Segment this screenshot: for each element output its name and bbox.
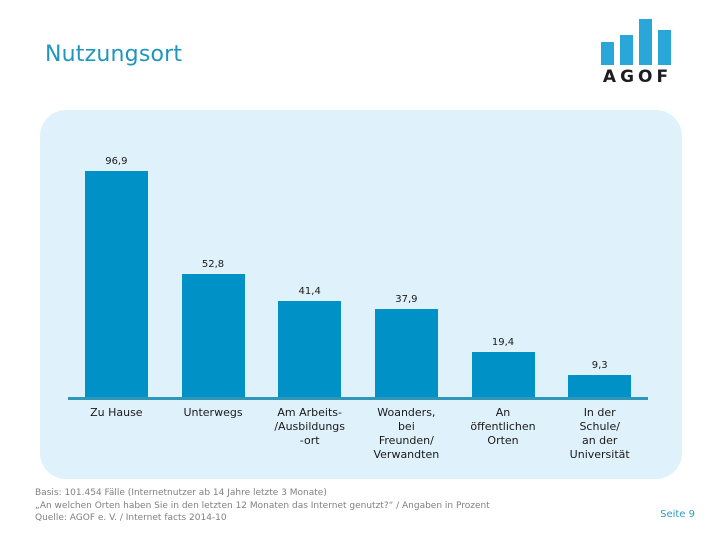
logo-bar (601, 42, 614, 65)
category-label: Zu Hause (90, 406, 143, 419)
footer-question-line: „An welchen Orten haben Sie in den letzt… (35, 500, 490, 511)
bar-value-label: 19,4 (491, 337, 515, 348)
bars-row: 96,9 52,8 41,4 37,9 19,4 9,3 (68, 110, 648, 397)
bar-column: 19,4 (455, 110, 552, 397)
footer-basis-line: Basis: 101.454 Fälle (Internetnutzer ab … (35, 488, 327, 498)
bar (278, 301, 342, 397)
bar (374, 309, 438, 397)
bar (471, 352, 535, 397)
agof-logo: AGOF (598, 19, 674, 87)
x-axis-line (68, 397, 648, 400)
bar (181, 274, 245, 397)
category-axis-labels: Zu Hause Unterwegs Am Arbeits- /Ausbildung… (68, 406, 648, 462)
bar (568, 375, 632, 397)
bar-chart: 96,9 52,8 41,4 37,9 19,4 9,3 (68, 110, 648, 397)
logo-bar (658, 30, 671, 65)
category-label: Unterwegs (183, 406, 243, 419)
bar-value-label: 52,8 (201, 259, 225, 270)
bar-column: 41,4 (261, 110, 358, 397)
category-label: In der Schule/ an der Universität (569, 406, 630, 461)
bar-value-label: 96,9 (105, 156, 128, 167)
page-title: Nutzungsort (45, 42, 183, 67)
bar-column: 37,9 (358, 110, 455, 397)
footer-source-line: Quelle: AGOF e. V. / Internet facts 2014… (35, 513, 227, 523)
bar-chart-icon (598, 19, 674, 65)
bar-value-label: 41,4 (298, 286, 321, 297)
logo-bar (620, 35, 633, 65)
footer-notes: Basis: 101.454 Fälle (Internetnutzer ab … (35, 487, 595, 525)
bar-column: 52,8 (165, 110, 262, 397)
category-label: An öffentlichen Orten (470, 406, 536, 447)
category-label: Woanders, bei Freunden/ Verwandten (373, 406, 440, 461)
bar (84, 171, 148, 397)
category-label: Am Arbeits- /Ausbildungs -ort (274, 406, 346, 447)
bar-column: 96,9 (68, 110, 165, 397)
bar-value-label: 9,3 (591, 360, 608, 371)
chart-panel: 96,9 52,8 41,4 37,9 19,4 9,3 Zu Hause Unterweg… (40, 110, 682, 479)
page-number: Seite 9 (660, 509, 695, 520)
bar-value-label: 37,9 (395, 294, 418, 305)
logo-text: AGOF (602, 67, 673, 87)
logo-bar (639, 19, 652, 65)
bar-column: 9,3 (551, 110, 648, 397)
